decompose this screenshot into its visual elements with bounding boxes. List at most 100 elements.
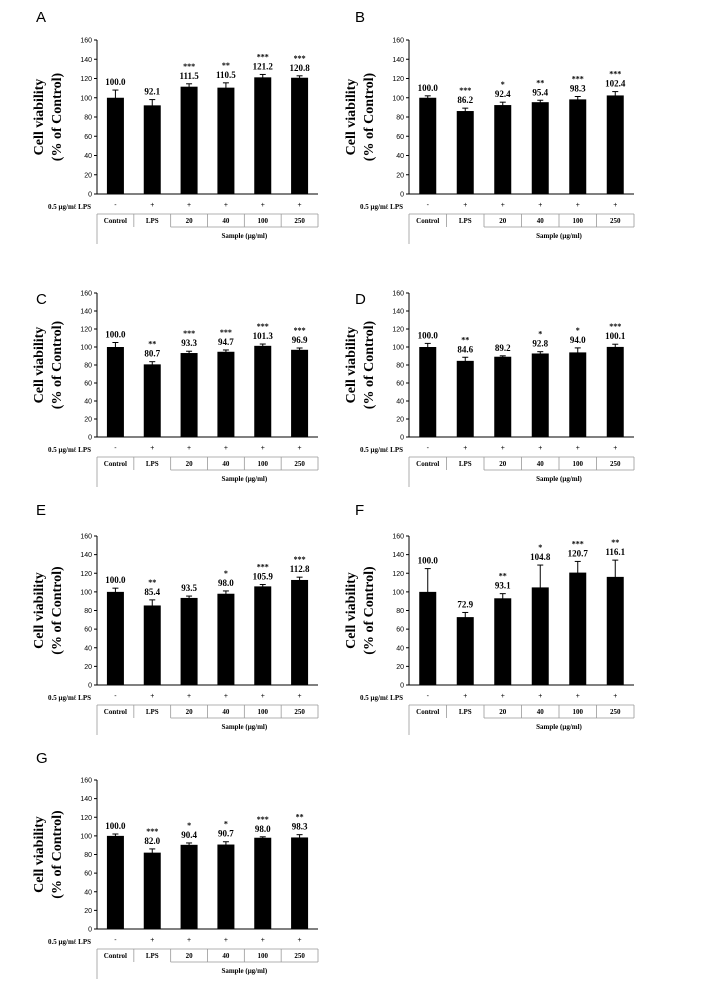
bar — [217, 351, 235, 437]
y-axis-label: Cell viability (% of Control) — [344, 72, 377, 161]
bar — [180, 86, 198, 194]
lps-row-cell: + — [224, 445, 228, 452]
chart-panel-d: D Cell viability (% of Control) 0 20 40 60 80 10… — [344, 291, 635, 487]
x-tick-label: Control — [104, 460, 127, 468]
bar — [180, 844, 198, 929]
y-tick-label: 140 — [80, 57, 92, 64]
bar — [531, 102, 549, 194]
bar — [254, 77, 272, 194]
significance-marker: * — [187, 821, 191, 830]
data-label: 95.4 — [532, 87, 548, 97]
lps-row-cell: - — [114, 445, 117, 452]
y-axis-label: Cell viability (% of Control) — [344, 566, 377, 655]
bar — [106, 835, 124, 929]
x-tick-label: 100 — [573, 217, 584, 225]
significance-marker: *** — [257, 322, 269, 331]
y-axis-label: Cell viability (% of Control) — [32, 72, 65, 161]
data-label: 85.4 — [144, 587, 160, 597]
lps-row-cell: - — [114, 937, 117, 944]
x-tick-label: 100 — [573, 708, 584, 716]
x-tick-label: LPS — [146, 708, 159, 716]
lps-row-cell: + — [576, 693, 580, 700]
y-tick-label: 60 — [396, 134, 404, 141]
data-label: 100.0 — [418, 556, 439, 566]
significance-marker: ** — [148, 578, 156, 587]
y-tick-label: 160 — [392, 38, 404, 45]
data-label: 120.8 — [289, 63, 310, 73]
y-tick-label: 140 — [80, 309, 92, 316]
data-label: 92.1 — [144, 87, 160, 97]
x-tick-label: 100 — [573, 460, 584, 468]
data-label: 98.0 — [255, 824, 271, 834]
bar — [494, 598, 512, 685]
x-axis-label: Sample (μg/ml) — [221, 967, 267, 975]
y-axis-label-line2: (% of Control) — [50, 566, 65, 655]
lps-row-cell: + — [576, 445, 580, 452]
y-axis-label: Cell viability (% of Control) — [344, 320, 377, 409]
data-label: 100.0 — [105, 77, 126, 87]
bar — [254, 345, 272, 437]
y-tick-label: 160 — [80, 534, 92, 541]
y-axis-label-line1: Cell viability — [344, 572, 359, 649]
lps-row-cell: + — [538, 693, 542, 700]
y-tick-label: 0 — [88, 683, 92, 690]
significance-marker: *** — [572, 74, 584, 83]
data-label: 92.8 — [532, 339, 548, 349]
y-axis-label: Cell viability (% of Control) — [32, 566, 65, 655]
y-tick-label: 80 — [84, 852, 92, 859]
x-tick-label: Control — [104, 952, 127, 960]
x-tick-label: 100 — [258, 952, 269, 960]
data-label: 101.3 — [253, 331, 274, 341]
y-tick-label: 100 — [80, 833, 92, 840]
bar — [494, 356, 512, 437]
lps-row-cell: + — [261, 693, 265, 700]
x-tick-label: Control — [416, 460, 439, 468]
lps-row-cell: + — [261, 937, 265, 944]
bar — [254, 586, 272, 685]
lps-row-label: 0.5 μg/mℓ LPS — [360, 203, 403, 211]
y-axis-label-line1: Cell viability — [32, 572, 47, 649]
data-label: 100.0 — [105, 821, 126, 831]
significance-marker: * — [501, 80, 505, 89]
y-axis-label-line1: Cell viability — [344, 327, 359, 404]
lps-row-cell: + — [501, 693, 505, 700]
lps-row-cell: + — [187, 937, 191, 944]
y-tick-label: 80 — [84, 115, 92, 122]
data-label: 94.7 — [218, 337, 234, 347]
y-tick-label: 120 — [392, 571, 404, 578]
x-tick-label: 100 — [258, 460, 269, 468]
lps-row-cell: + — [501, 445, 505, 452]
panel-letter: E — [36, 502, 46, 519]
y-axis-label-line2: (% of Control) — [50, 320, 65, 409]
significance-marker: ** — [148, 340, 156, 349]
data-label: 89.2 — [495, 343, 511, 353]
bar — [106, 591, 124, 685]
x-tick-label: 250 — [294, 952, 305, 960]
significance-marker: *** — [572, 539, 584, 548]
x-tick-label: 20 — [499, 217, 507, 225]
x-tick-label: 40 — [222, 952, 230, 960]
x-tick-label: Control — [104, 708, 127, 716]
y-tick-label: 100 — [80, 345, 92, 352]
data-label: 98.3 — [292, 822, 308, 832]
y-tick-label: 20 — [84, 172, 92, 179]
chart-panel-b: B Cell viability (% of Control) 0 20 40 60 80 10… — [344, 9, 635, 244]
y-tick-label: 120 — [80, 571, 92, 578]
y-axis-label-line2: (% of Control) — [50, 810, 65, 899]
significance-marker: * — [538, 543, 542, 552]
lps-row-label: 0.5 μg/mℓ LPS — [48, 446, 91, 454]
significance-marker: *** — [294, 326, 306, 335]
y-tick-label: 20 — [396, 417, 404, 424]
lps-row-cell: + — [298, 693, 302, 700]
x-tick-label: LPS — [146, 952, 159, 960]
lps-row-cell: + — [224, 937, 228, 944]
lps-row-cell: + — [576, 202, 580, 209]
bar — [143, 364, 161, 437]
y-tick-label: 160 — [80, 38, 92, 45]
panel-letter: D — [355, 291, 366, 308]
lps-row-cell: + — [463, 202, 467, 209]
x-tick-label: LPS — [459, 460, 472, 468]
lps-row-label: 0.5 μg/mℓ LPS — [48, 694, 91, 702]
bar — [456, 617, 474, 685]
lps-row-label: 0.5 μg/mℓ LPS — [360, 446, 403, 454]
